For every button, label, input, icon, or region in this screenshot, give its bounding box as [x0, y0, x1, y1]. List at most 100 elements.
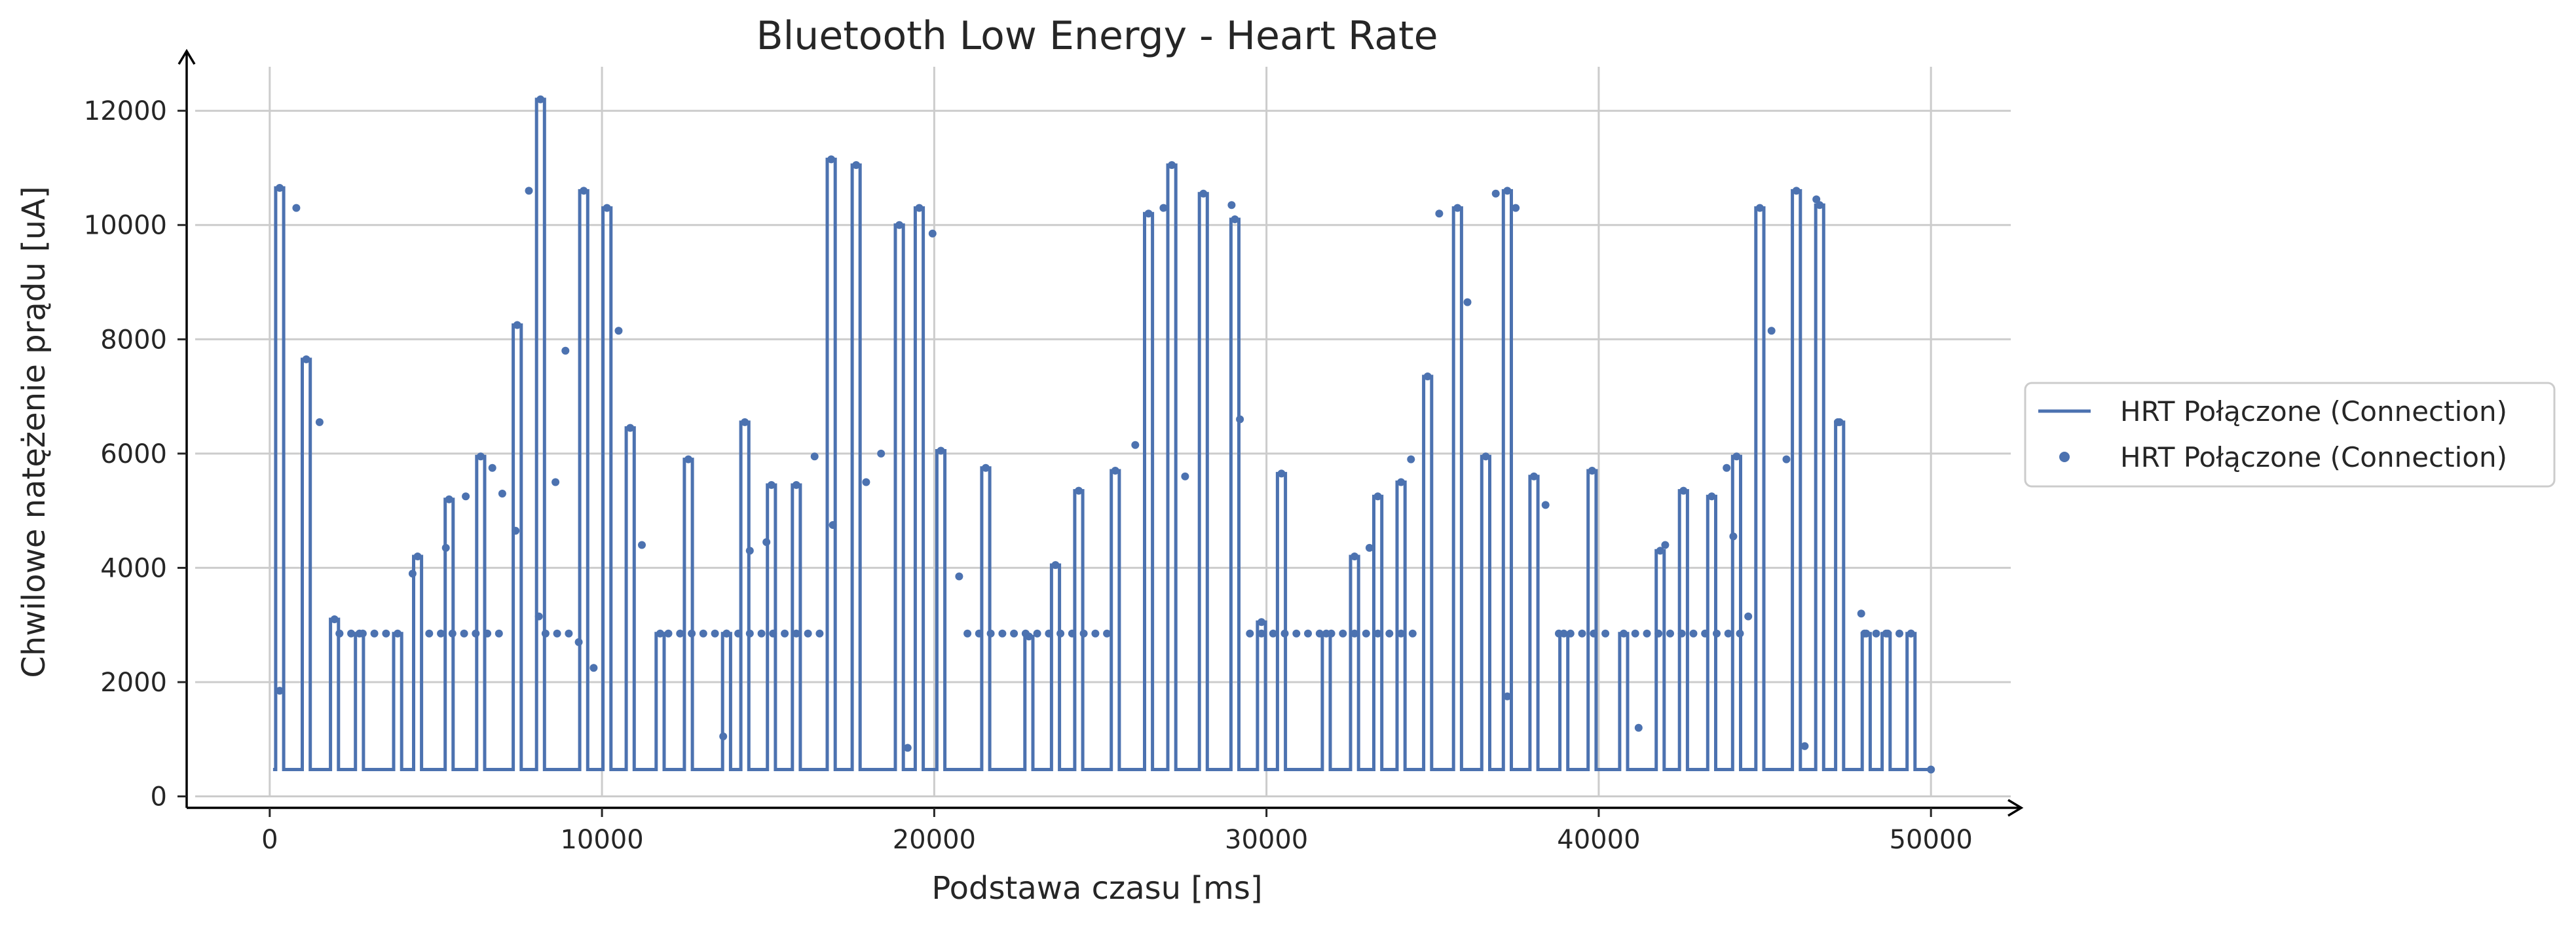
- grid-vertical: [269, 67, 1932, 797]
- data-point: [1280, 629, 1289, 638]
- data-point: [1351, 553, 1359, 560]
- data-point: [1056, 629, 1065, 638]
- data-point: [561, 346, 570, 355]
- x-tick-label: 20000: [893, 825, 976, 855]
- data-point: [1792, 187, 1801, 195]
- x-tick-label: 10000: [560, 825, 643, 855]
- y-tick-label: 8000: [100, 325, 167, 355]
- data-point: [1872, 629, 1880, 638]
- data-point: [1857, 609, 1865, 618]
- data-point: [769, 629, 777, 638]
- legend: HRT Połączone (Connection) HRT Połączone…: [2024, 382, 2556, 488]
- data-point: [1736, 629, 1744, 638]
- data-point: [895, 221, 904, 229]
- data-point: [1679, 486, 1688, 495]
- data-point: [1010, 629, 1018, 638]
- data-point: [664, 629, 673, 638]
- data-point: [1033, 629, 1041, 638]
- data-point: [757, 629, 766, 638]
- data-point: [534, 612, 543, 621]
- data-point: [684, 455, 692, 463]
- data-point: [1884, 629, 1892, 638]
- data-point: [963, 629, 972, 638]
- data-point: [1258, 629, 1265, 638]
- data-point: [276, 184, 284, 192]
- data-point: [1258, 618, 1265, 626]
- data-point: [1816, 201, 1824, 209]
- data-point: [315, 418, 324, 426]
- data-point: [676, 629, 684, 638]
- data-point: [1555, 629, 1563, 638]
- data-point: [1661, 541, 1670, 549]
- data-point: [1701, 629, 1709, 638]
- data-point: [1144, 209, 1153, 218]
- data-point: [711, 629, 719, 638]
- data-point: [792, 481, 800, 489]
- series-points: [276, 95, 1935, 774]
- data-point: [1656, 547, 1664, 555]
- y-axis-label: Chwilowe natężenie prądu [uA]: [16, 186, 52, 678]
- data-point: [1079, 629, 1088, 638]
- data-point: [792, 629, 800, 638]
- data-point: [734, 629, 743, 638]
- data-point: [541, 629, 550, 638]
- data-point: [1304, 629, 1312, 638]
- data-point: [1227, 201, 1236, 209]
- data-point: [928, 229, 937, 238]
- data-point: [335, 629, 344, 638]
- data-point: [1408, 629, 1417, 638]
- data-point: [276, 687, 284, 695]
- data-point: [1767, 327, 1776, 335]
- data-point: [1590, 629, 1598, 638]
- data-point: [1168, 161, 1176, 170]
- data-point: [741, 418, 749, 426]
- y-tick-label: 4000: [100, 553, 167, 583]
- data-point: [1021, 629, 1030, 638]
- data-point: [425, 629, 434, 638]
- data-point: [1351, 629, 1359, 638]
- legend-dot-swatch: [2059, 452, 2070, 462]
- data-point: [437, 629, 445, 638]
- data-point: [1397, 629, 1406, 638]
- data-point: [986, 629, 995, 638]
- data-point: [1435, 209, 1444, 218]
- data-point: [937, 446, 945, 455]
- legend-label-points: HRT Połączone (Connection): [2120, 441, 2507, 473]
- data-point: [589, 664, 598, 672]
- data-point: [513, 321, 521, 329]
- data-point: [1385, 629, 1394, 638]
- data-point: [1159, 204, 1168, 212]
- x-tick-label: 0: [261, 825, 278, 855]
- data-point: [1724, 629, 1732, 638]
- data-point: [536, 95, 545, 103]
- data-point: [1373, 629, 1382, 638]
- data-point: [877, 449, 886, 458]
- data-point: [292, 204, 301, 212]
- data-point: [1541, 501, 1550, 509]
- data-point: [1315, 629, 1324, 638]
- data-point: [1588, 467, 1596, 475]
- x-tick-label: 40000: [1557, 825, 1640, 855]
- data-point: [767, 481, 775, 489]
- data-point: [614, 327, 623, 335]
- data-point: [1491, 189, 1500, 198]
- data-point: [1231, 215, 1239, 223]
- data-point: [1601, 629, 1610, 638]
- y-ticks: 0 2000 4000 6000 8000 10000 12000: [84, 96, 187, 812]
- data-point: [1744, 612, 1753, 621]
- data-point: [1423, 372, 1432, 380]
- data-point: [370, 629, 379, 638]
- data-point: [1512, 204, 1520, 212]
- data-point: [810, 452, 819, 461]
- data-point: [862, 478, 870, 486]
- data-point: [1453, 204, 1462, 212]
- data-point: [1199, 189, 1208, 198]
- data-point: [551, 478, 560, 486]
- data-point: [1131, 441, 1140, 449]
- data-point: [448, 629, 457, 638]
- legend-label-line: HRT Połączone (Connection): [2120, 395, 2507, 427]
- data-point: [413, 553, 422, 560]
- data-point: [829, 521, 837, 529]
- data-point: [525, 187, 533, 195]
